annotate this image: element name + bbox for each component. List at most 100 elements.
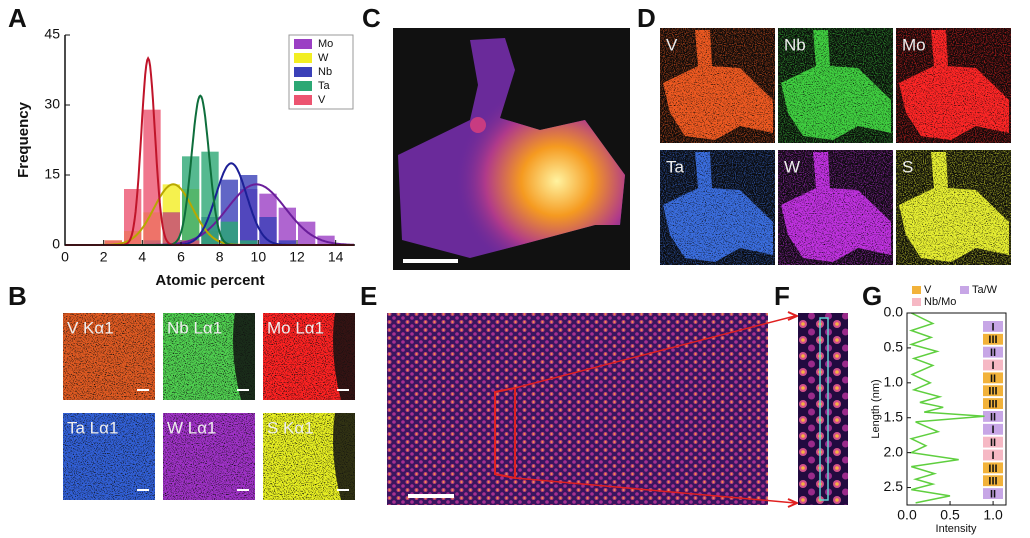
y-tick-label: 2.5 [884, 478, 904, 494]
x-tick-label: 0 [61, 249, 69, 265]
eds-map: W [778, 150, 893, 265]
map-label: W [784, 157, 800, 176]
legend-swatch [294, 53, 312, 63]
y-tick-label: 15 [44, 166, 60, 182]
x-tick-label: 6 [177, 249, 185, 265]
bar [104, 240, 122, 245]
site-block [983, 372, 1003, 384]
site-block [983, 475, 1003, 487]
legend-label: Ta [318, 80, 331, 92]
legend-label: Ta/W [972, 284, 998, 296]
site-block [983, 411, 1003, 422]
site-label: II [990, 347, 996, 359]
profile-line [908, 312, 985, 504]
x-tick-label: 14 [328, 249, 344, 265]
eds-map: Mo Lα1 [263, 313, 355, 400]
eds-map: Ta Lα1 [63, 413, 155, 500]
site-label: I [991, 321, 994, 333]
site-block [983, 423, 1003, 435]
map-label: S [902, 157, 913, 176]
legend-swatch [294, 67, 312, 77]
eds-map: S [896, 150, 1011, 265]
site-block [983, 462, 1003, 474]
legend-swatch [912, 286, 921, 294]
map-edge [333, 413, 355, 500]
bar [240, 175, 258, 245]
site-label: I [991, 450, 994, 462]
site-label: II [990, 488, 996, 500]
panel-label: E [360, 281, 377, 311]
panel-label: D [637, 3, 656, 33]
y-tick-label: 0.5 [884, 339, 904, 355]
bar [162, 212, 180, 245]
y-tick-label: 30 [44, 96, 60, 112]
plot-frame [906, 312, 1007, 506]
site-block [983, 346, 1003, 358]
x-axis-label: Atomic percent [155, 272, 264, 289]
site-label: III [988, 386, 997, 398]
y-tick-label: 1.0 [884, 374, 904, 390]
legend-label: V [318, 94, 326, 106]
map-label: W Lα1 [167, 418, 217, 437]
site-label: III [988, 476, 997, 488]
map-noise [163, 413, 255, 500]
zoom-image [798, 313, 848, 505]
scale-bar [137, 389, 149, 391]
x-tick-label: 12 [289, 249, 305, 265]
site-block [983, 398, 1003, 409]
eds-map: Ta [660, 150, 775, 265]
y-tick-label: 1.5 [884, 408, 904, 424]
legend-label: W [318, 52, 329, 64]
scale-bar [337, 389, 349, 391]
panel-label: B [8, 281, 27, 311]
map-edge [333, 313, 355, 400]
legend-swatch [294, 95, 312, 105]
x-tick-label: 1.0 [983, 507, 1003, 523]
site-block [983, 359, 1003, 371]
panel-label: F [774, 281, 790, 311]
bar [220, 221, 238, 245]
site-block [983, 436, 1003, 448]
map-label: S Kα1 [267, 418, 314, 437]
eds-map: V [660, 28, 775, 143]
eds-map: W Lα1 [163, 413, 255, 500]
eds-map: Mo [896, 28, 1011, 143]
map-label: V [666, 35, 678, 54]
map-edge [233, 313, 255, 400]
bar [182, 156, 200, 245]
haadf-image [387, 311, 800, 508]
y-axis-label: Frequency [15, 101, 32, 178]
site-label: III [988, 398, 997, 410]
y-axis-label: Length (nm) [870, 379, 882, 438]
y-tick-label: 45 [44, 26, 60, 42]
bar [278, 240, 296, 245]
x-axis-label: Intensity [936, 523, 977, 535]
x-tick-label: 0.0 [897, 507, 917, 523]
map-label: Nb Lα1 [167, 318, 222, 337]
panel-label: A [8, 3, 27, 33]
site-block [983, 333, 1003, 345]
map-noise [63, 313, 155, 400]
site-block [983, 385, 1003, 397]
panel-label: G [862, 281, 882, 311]
eds-map: Nb [778, 28, 893, 143]
x-tick-label: 2 [100, 249, 108, 265]
map-label: V Kα1 [67, 318, 114, 337]
x-tick-label: 0.5 [940, 507, 960, 523]
site-label: II [990, 437, 996, 449]
site-label: I [991, 360, 994, 372]
y-tick-label: 2.0 [884, 443, 904, 459]
legend-swatch [960, 286, 969, 294]
map-noise [63, 413, 155, 500]
y-tick-label: 0.0 [884, 304, 904, 320]
sem-image [393, 28, 630, 270]
bar [317, 235, 335, 245]
bar [259, 217, 277, 245]
legend-label: V [924, 284, 932, 296]
legend-swatch [294, 81, 312, 91]
scale-bar [337, 489, 349, 491]
legend-label: Nb [318, 66, 332, 78]
site-label: III [988, 463, 997, 475]
x-tick-label: 8 [216, 249, 224, 265]
